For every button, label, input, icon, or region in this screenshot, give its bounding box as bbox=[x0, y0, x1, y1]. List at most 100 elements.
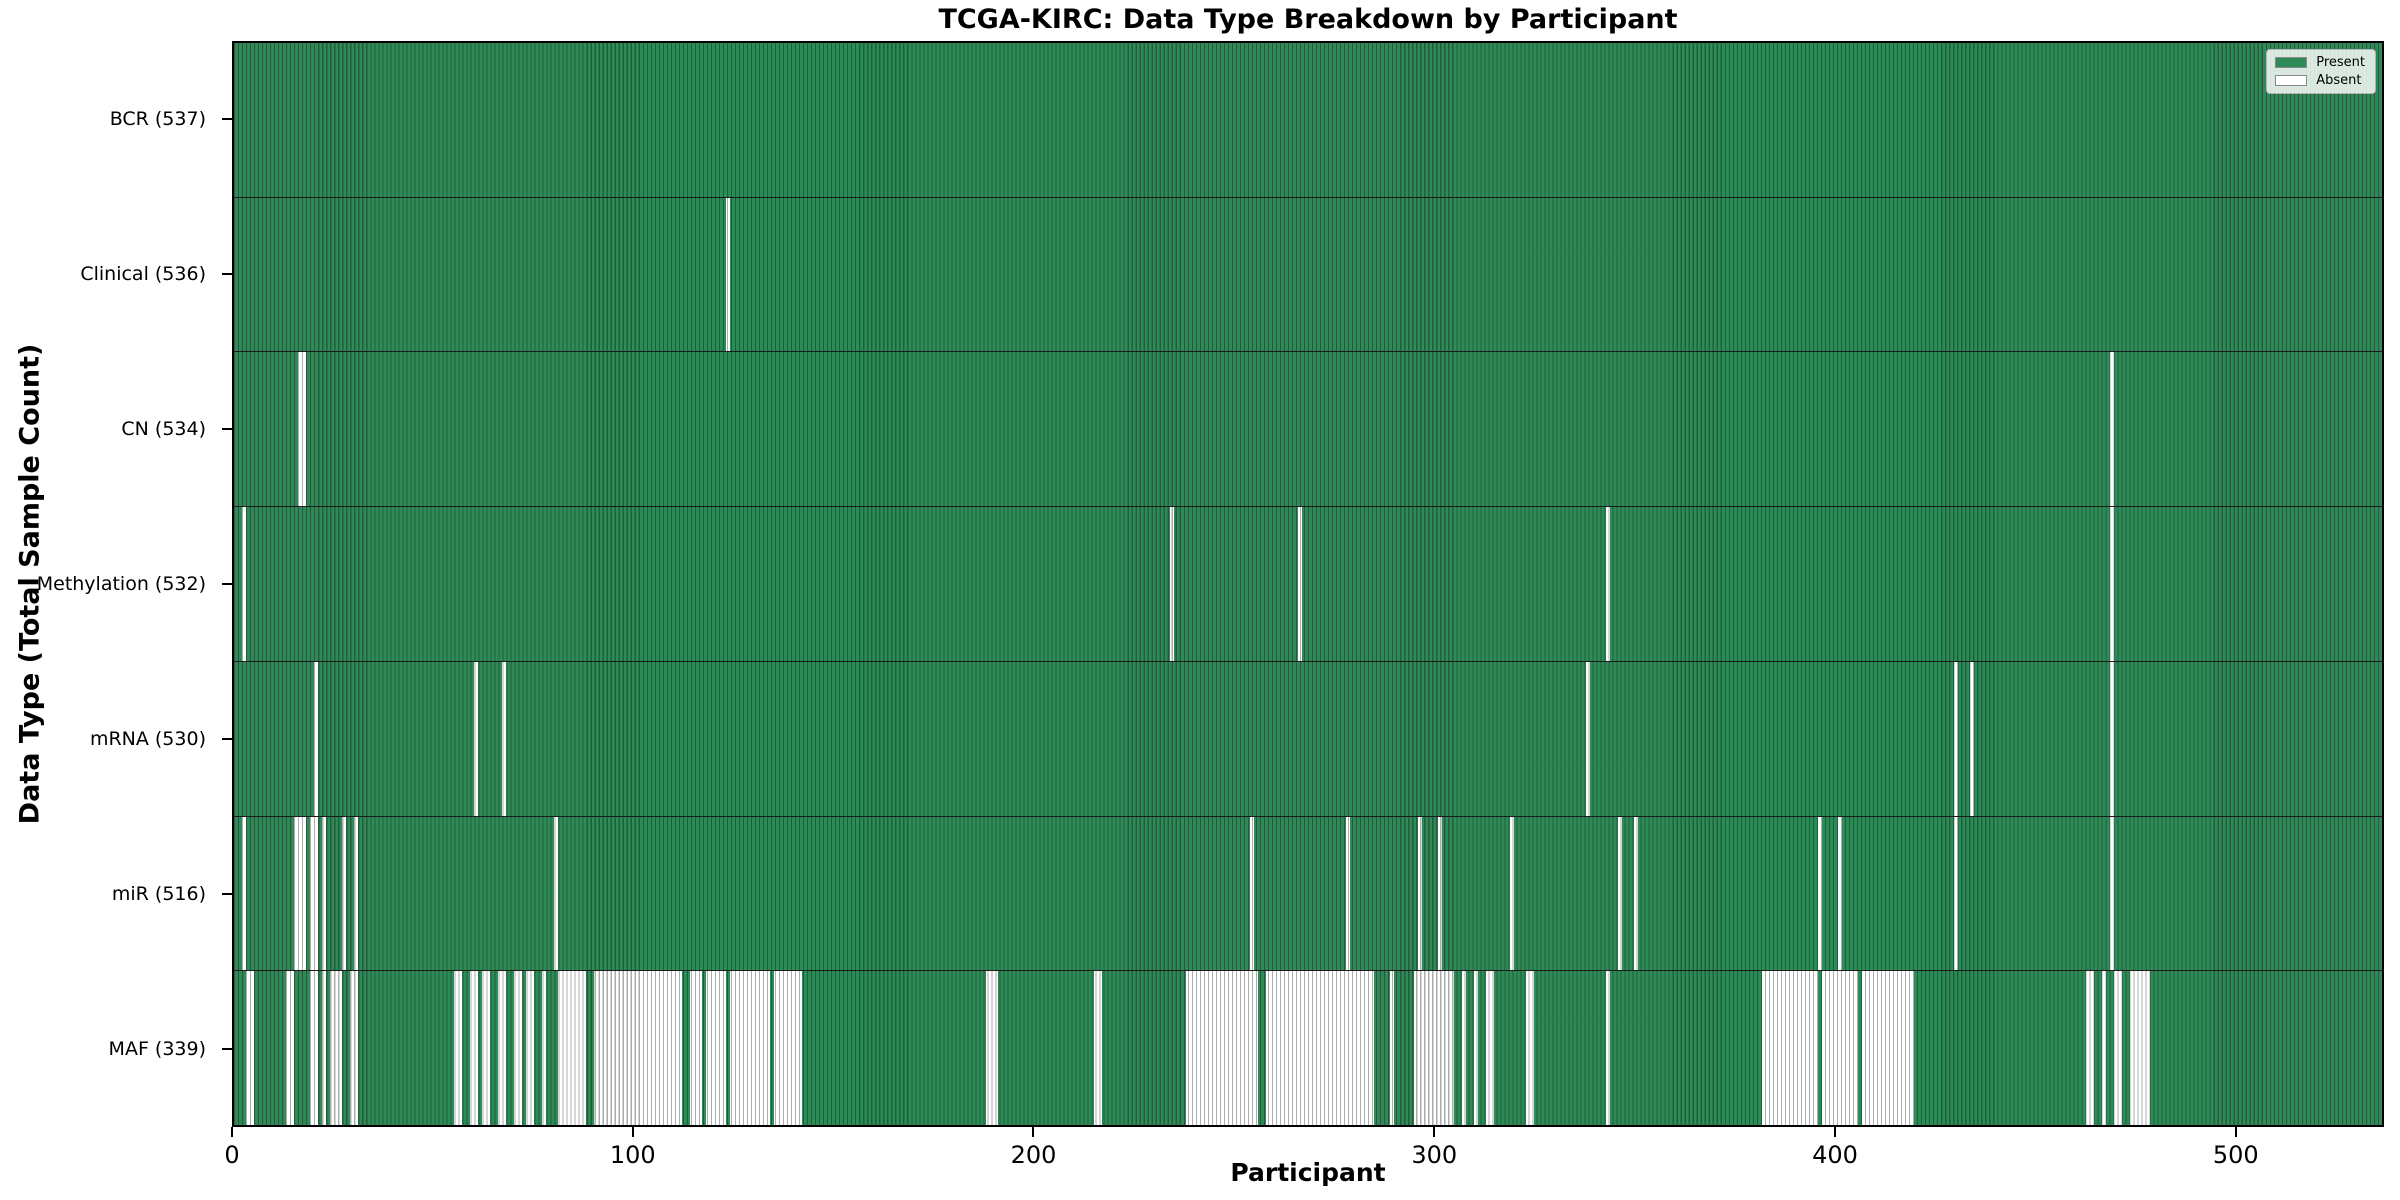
absent-span bbox=[330, 971, 342, 1126]
absent-span bbox=[1266, 971, 1374, 1126]
absent-span bbox=[502, 661, 506, 816]
absent-span bbox=[322, 971, 326, 1126]
legend-label: Present bbox=[2316, 55, 2365, 70]
absent-span bbox=[354, 816, 358, 971]
absent-span bbox=[2110, 661, 2114, 816]
y-tick-mark bbox=[222, 738, 232, 741]
absent-span bbox=[482, 971, 490, 1126]
absent-span bbox=[1954, 661, 1958, 816]
bar-edge-stripes bbox=[234, 352, 2382, 507]
x-tick-mark bbox=[2234, 1127, 2237, 1137]
x-tick-mark bbox=[1032, 1127, 1035, 1137]
absent-span bbox=[314, 661, 318, 816]
bar-edge-stripes bbox=[234, 661, 2382, 816]
absent-span bbox=[1818, 816, 1822, 971]
absent-span bbox=[322, 816, 326, 971]
x-tick-label: 500 bbox=[2212, 1141, 2259, 1169]
x-tick-label: 300 bbox=[1411, 1141, 1458, 1169]
absent-span bbox=[1462, 971, 1466, 1126]
x-axis-label: Participant bbox=[1230, 1158, 1386, 1187]
legend-swatch-absent bbox=[2275, 75, 2308, 86]
absent-span bbox=[1634, 816, 1638, 971]
y-tick-label: MAF (339) bbox=[108, 1038, 206, 1061]
absent-span bbox=[2110, 352, 2114, 507]
absent-span bbox=[1970, 661, 1974, 816]
absent-span bbox=[1606, 507, 1610, 661]
y-tick-label: Clinical (536) bbox=[80, 262, 206, 285]
absent-span bbox=[1822, 971, 1858, 1126]
absent-span bbox=[2110, 816, 2114, 971]
bar-edge-stripes bbox=[234, 197, 2382, 352]
absent-span bbox=[526, 971, 534, 1126]
absent-span bbox=[2086, 971, 2094, 1126]
data-type-row-CN bbox=[234, 351, 2382, 507]
absent-span bbox=[241, 816, 246, 971]
y-tick-mark bbox=[222, 272, 232, 275]
absent-span bbox=[241, 507, 246, 661]
absent-span bbox=[298, 352, 306, 507]
absent-span bbox=[1526, 971, 1534, 1126]
absent-span bbox=[1390, 971, 1394, 1126]
data-type-row-Methylation bbox=[234, 506, 2382, 661]
absent-span bbox=[2110, 507, 2114, 661]
absent-span bbox=[554, 816, 558, 971]
chart-title: TCGA-KIRC: Data Type Breakdown by Partic… bbox=[938, 4, 1678, 35]
x-tick-labels: 0 100 200 300 400 500 bbox=[224, 1127, 2384, 1187]
data-type-row-BCR bbox=[234, 43, 2382, 197]
absent-span bbox=[294, 816, 306, 971]
y-tick-mark bbox=[222, 117, 232, 120]
x-tick-mark bbox=[231, 1127, 233, 1137]
absent-span bbox=[1170, 507, 1174, 661]
absent-span bbox=[342, 816, 346, 971]
plot-area bbox=[232, 41, 2384, 1127]
data-type-row-Clinical bbox=[234, 196, 2382, 352]
absent-span bbox=[1510, 816, 1514, 971]
y-tick-marks bbox=[222, 41, 232, 1127]
absent-span bbox=[730, 971, 770, 1126]
legend-label: Absent bbox=[2316, 73, 2362, 88]
x-tick-label: 100 bbox=[609, 1141, 656, 1169]
absent-span bbox=[1486, 971, 1494, 1126]
x-tick-label: 0 bbox=[224, 1141, 240, 1169]
absent-span bbox=[594, 971, 682, 1126]
absent-span bbox=[1954, 816, 1958, 971]
absent-span bbox=[1762, 971, 1818, 1126]
y-tick-mark bbox=[222, 893, 232, 896]
legend-item-present: Present bbox=[2275, 56, 2365, 69]
absent-span bbox=[1438, 816, 1442, 971]
absent-span bbox=[1606, 971, 1610, 1126]
absent-span bbox=[286, 971, 294, 1126]
y-tick-label: CN (534) bbox=[121, 417, 206, 440]
absent-span bbox=[557, 971, 586, 1126]
y-tick-label: miR (516) bbox=[111, 883, 206, 906]
legend: Present Absent bbox=[2266, 49, 2376, 94]
y-tick-label: mRNA (530) bbox=[89, 728, 206, 751]
absent-span bbox=[1586, 661, 1590, 816]
absent-span bbox=[1838, 816, 1842, 971]
absent-span bbox=[1618, 816, 1622, 971]
y-tick-labels: BCR (537) Clinical (536) CN (534) Methylati… bbox=[0, 41, 222, 1127]
absent-span bbox=[706, 971, 726, 1126]
absent-span bbox=[1414, 971, 1454, 1126]
absent-span bbox=[1298, 507, 1302, 661]
y-tick-mark bbox=[222, 583, 232, 585]
y-tick-label: Methylation (532) bbox=[36, 573, 206, 595]
absent-span bbox=[1250, 816, 1254, 971]
absent-span bbox=[1346, 816, 1350, 971]
bar-edge-stripes bbox=[234, 43, 2382, 197]
y-tick-label: BCR (537) bbox=[109, 107, 206, 130]
x-tick-mark bbox=[631, 1127, 634, 1137]
absent-span bbox=[350, 971, 358, 1126]
absent-span bbox=[2102, 971, 2106, 1126]
absent-span bbox=[498, 971, 506, 1126]
absent-span bbox=[774, 971, 802, 1126]
y-tick-mark bbox=[222, 1048, 232, 1051]
absent-span bbox=[690, 971, 702, 1126]
absent-span bbox=[1418, 816, 1422, 971]
absent-span bbox=[514, 971, 522, 1126]
data-type-row-mRNA bbox=[234, 660, 2382, 816]
absent-span bbox=[470, 971, 478, 1126]
x-tick-mark bbox=[1433, 1127, 1436, 1137]
y-tick-mark bbox=[222, 427, 232, 430]
